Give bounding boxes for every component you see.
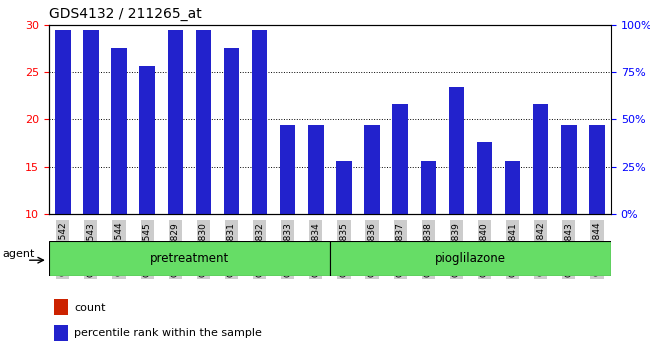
Bar xyxy=(505,161,521,214)
Text: pretreatment: pretreatment xyxy=(150,252,229,265)
Bar xyxy=(421,161,436,214)
Text: agent: agent xyxy=(3,249,35,259)
Bar xyxy=(111,47,127,214)
Bar xyxy=(111,110,127,214)
Bar xyxy=(533,198,549,214)
Bar xyxy=(505,206,521,214)
Bar xyxy=(364,125,380,214)
Bar xyxy=(589,193,604,214)
Text: GDS4132 / 211265_at: GDS4132 / 211265_at xyxy=(49,7,202,21)
Bar xyxy=(280,125,296,214)
Bar xyxy=(139,67,155,214)
Bar xyxy=(196,30,211,214)
Bar xyxy=(280,175,296,214)
Bar xyxy=(364,189,380,214)
Bar xyxy=(533,104,549,214)
Bar xyxy=(561,125,577,214)
Bar xyxy=(55,63,71,214)
Bar xyxy=(308,162,324,214)
Text: pioglilazone: pioglilazone xyxy=(435,252,506,265)
Bar xyxy=(139,122,155,214)
Bar xyxy=(561,198,577,214)
Bar xyxy=(448,87,464,214)
Bar xyxy=(448,197,464,214)
Bar xyxy=(55,30,71,214)
Bar xyxy=(83,30,99,214)
Bar xyxy=(336,161,352,214)
Bar xyxy=(55,299,68,315)
Bar xyxy=(168,30,183,214)
Text: count: count xyxy=(74,303,105,313)
Bar xyxy=(308,125,324,214)
Bar xyxy=(393,104,408,214)
Bar xyxy=(252,59,267,214)
Bar xyxy=(224,47,239,214)
Bar xyxy=(224,110,239,214)
Bar xyxy=(83,74,99,214)
Bar xyxy=(168,64,183,214)
Bar xyxy=(196,82,211,214)
Bar xyxy=(589,125,604,214)
Bar xyxy=(49,241,330,276)
Bar xyxy=(330,241,611,276)
Bar xyxy=(476,142,492,214)
Bar xyxy=(55,325,68,341)
Bar xyxy=(393,173,408,214)
Text: percentile rank within the sample: percentile rank within the sample xyxy=(74,328,262,338)
Bar xyxy=(476,206,492,214)
Bar xyxy=(336,205,352,214)
Bar xyxy=(252,30,267,214)
Bar xyxy=(421,200,436,214)
